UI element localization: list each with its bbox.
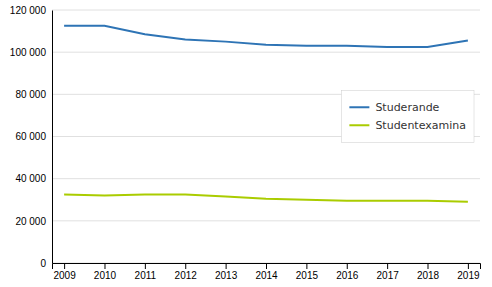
- legend-label: Studerande: [375, 101, 439, 114]
- x-tick-label: 2016: [336, 270, 359, 281]
- series-line: [64, 26, 468, 47]
- x-axis-line: [53, 264, 481, 270]
- x-tick-mark: [185, 263, 186, 269]
- x-tick-label: 2011: [135, 270, 157, 281]
- y-tick-label: 100 000: [10, 47, 47, 58]
- grid-line: [52, 220, 480, 221]
- grid-line: [52, 52, 480, 53]
- x-tick-mark: [266, 263, 267, 269]
- x-tick-mark: [468, 263, 469, 269]
- grid-line: [52, 178, 480, 179]
- x-tick-label: 2012: [175, 270, 198, 281]
- x-tick: 2014: [255, 263, 278, 281]
- x-tick-label: 2019: [457, 270, 480, 281]
- x-tick-label: 2015: [296, 270, 319, 281]
- legend-swatch: [349, 106, 369, 108]
- x-tick-label: 2014: [255, 270, 278, 281]
- x-tick-mark: [347, 263, 348, 269]
- legend-box: [341, 90, 474, 142]
- y-tick: 40 000: [15, 173, 52, 184]
- x-tick: 2016: [336, 263, 359, 281]
- series-line: [64, 194, 468, 201]
- lines: [64, 26, 468, 202]
- x-tick-mark: [104, 263, 105, 269]
- y-tick: 0: [40, 258, 52, 269]
- x-tick-mark: [64, 263, 65, 269]
- x-tick: 2010: [94, 263, 117, 281]
- legend-label: Studentexamina: [375, 119, 466, 132]
- y-tick-label: 20 000: [15, 216, 46, 227]
- x-tick-label: 2013: [215, 270, 238, 281]
- x-tick: 2019: [457, 263, 480, 281]
- grid: [52, 10, 480, 263]
- x-tick-label: 2017: [377, 270, 400, 281]
- x-tick-mark: [145, 263, 146, 269]
- y-axis-line: [52, 11, 53, 264]
- y-tick-label: 0: [40, 258, 46, 269]
- x-tick-label: 2010: [94, 270, 117, 281]
- legend-swatch: [349, 124, 369, 126]
- y-tick-label: 80 000: [15, 89, 46, 100]
- chart: 0 20 000 40 000 60 000 80 000 100 000 120 000 2…: [0, 0, 492, 287]
- x-tick-label: 2009: [53, 270, 76, 281]
- grid-line: [52, 10, 480, 11]
- legend-item: Studerande: [349, 101, 439, 114]
- x-tick-mark: [428, 263, 429, 269]
- y-tick: 80 000: [15, 89, 52, 100]
- x-tick-mark: [387, 263, 388, 269]
- plot: 0 20 000 40 000 60 000 80 000 100 000 120 000 2…: [10, 5, 481, 281]
- legend: Studerande Studentexamina: [341, 90, 474, 142]
- y-tick: 120 000: [10, 5, 52, 16]
- y-tick-label: 120 000: [10, 5, 47, 16]
- x-tick: 2012: [175, 263, 198, 281]
- x-axis: 2009 2010 2011 2012 2013 2014 2015 2016 2017 2018…: [53, 263, 481, 281]
- y-tick: 60 000: [15, 131, 52, 142]
- x-tick: 2011: [135, 263, 157, 281]
- x-tick: 2017: [377, 263, 400, 281]
- x-tick: 2013: [215, 263, 238, 281]
- y-tick-label: 60 000: [15, 131, 46, 142]
- x-tick: 2009: [53, 263, 76, 281]
- x-tick-mark: [226, 263, 227, 269]
- x-tick: 2015: [296, 263, 319, 281]
- y-axis: 0 20 000 40 000 60 000 80 000 100 000 120 000: [10, 5, 53, 269]
- y-tick: 100 000: [10, 47, 52, 58]
- y-tick-label: 40 000: [15, 173, 46, 184]
- y-tick: 20 000: [15, 216, 52, 227]
- x-tick-label: 2018: [417, 270, 440, 281]
- x-tick: 2018: [417, 263, 440, 281]
- legend-item: Studentexamina: [349, 119, 466, 132]
- x-tick-mark: [306, 263, 307, 269]
